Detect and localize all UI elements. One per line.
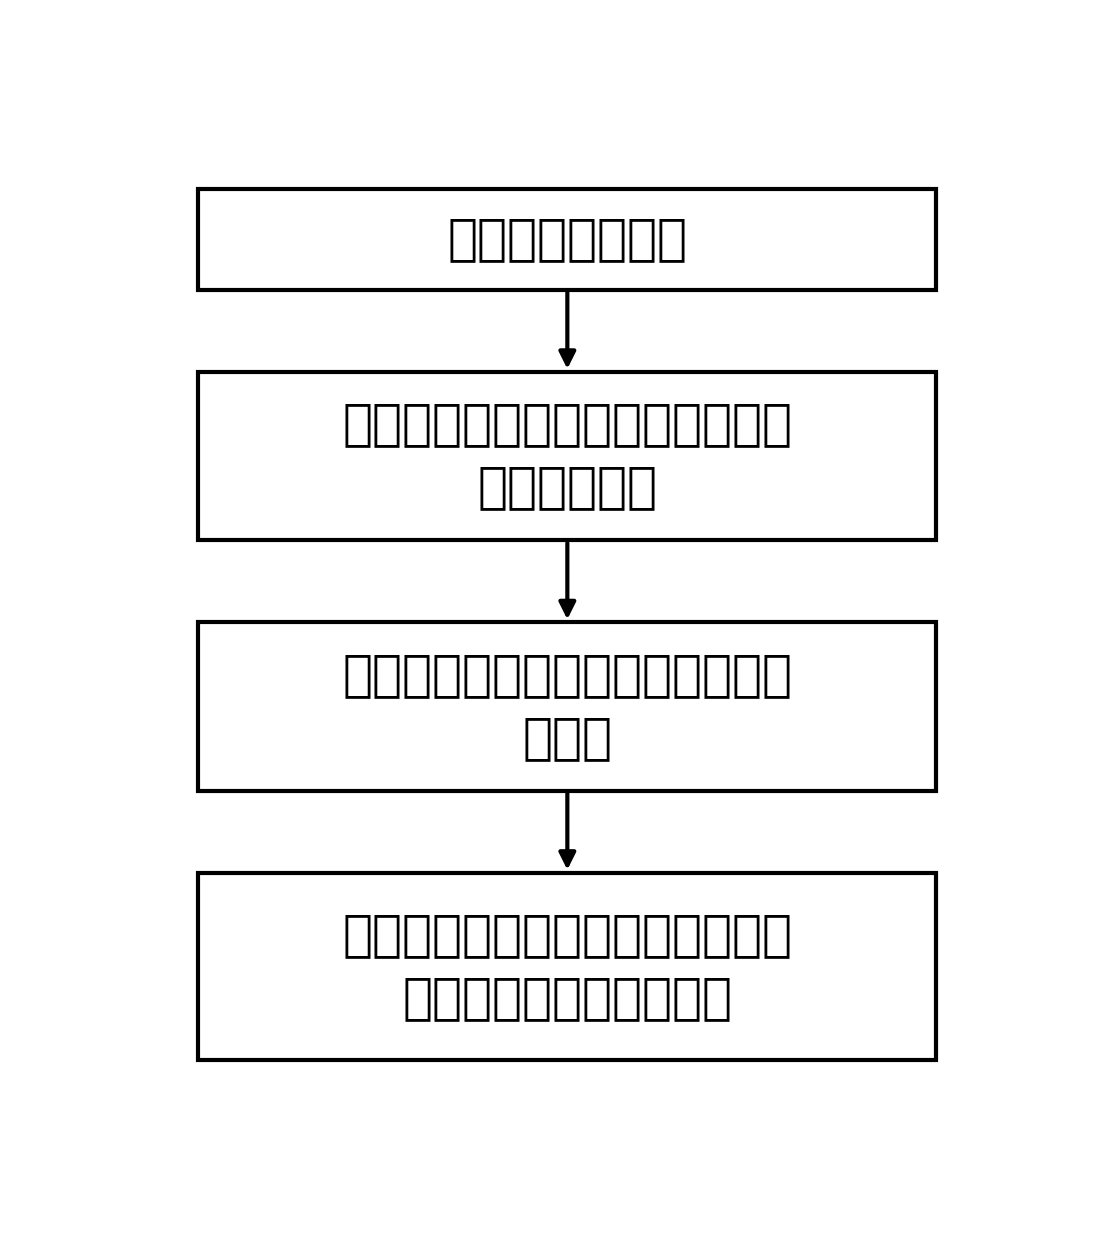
Bar — [198, 873, 937, 1061]
Text: 利用顶点法将所有点组成互不重复
的矩形: 利用顶点法将所有点组成互不重复 的矩形 — [342, 651, 793, 762]
Bar — [198, 372, 937, 540]
Bar — [198, 189, 937, 290]
Text: 提取所有移动指令: 提取所有移动指令 — [447, 215, 687, 263]
Bar — [198, 622, 937, 791]
Text: 依据矩形四个顶点计算各个矩形中
心位置，输出位置结果。: 依据矩形四个顶点计算各个矩形中 心位置，输出位置结果。 — [342, 911, 793, 1022]
Text: 利用特征法确定所有切割线段的起
点与终点坐标: 利用特征法确定所有切割线段的起 点与终点坐标 — [342, 400, 793, 512]
